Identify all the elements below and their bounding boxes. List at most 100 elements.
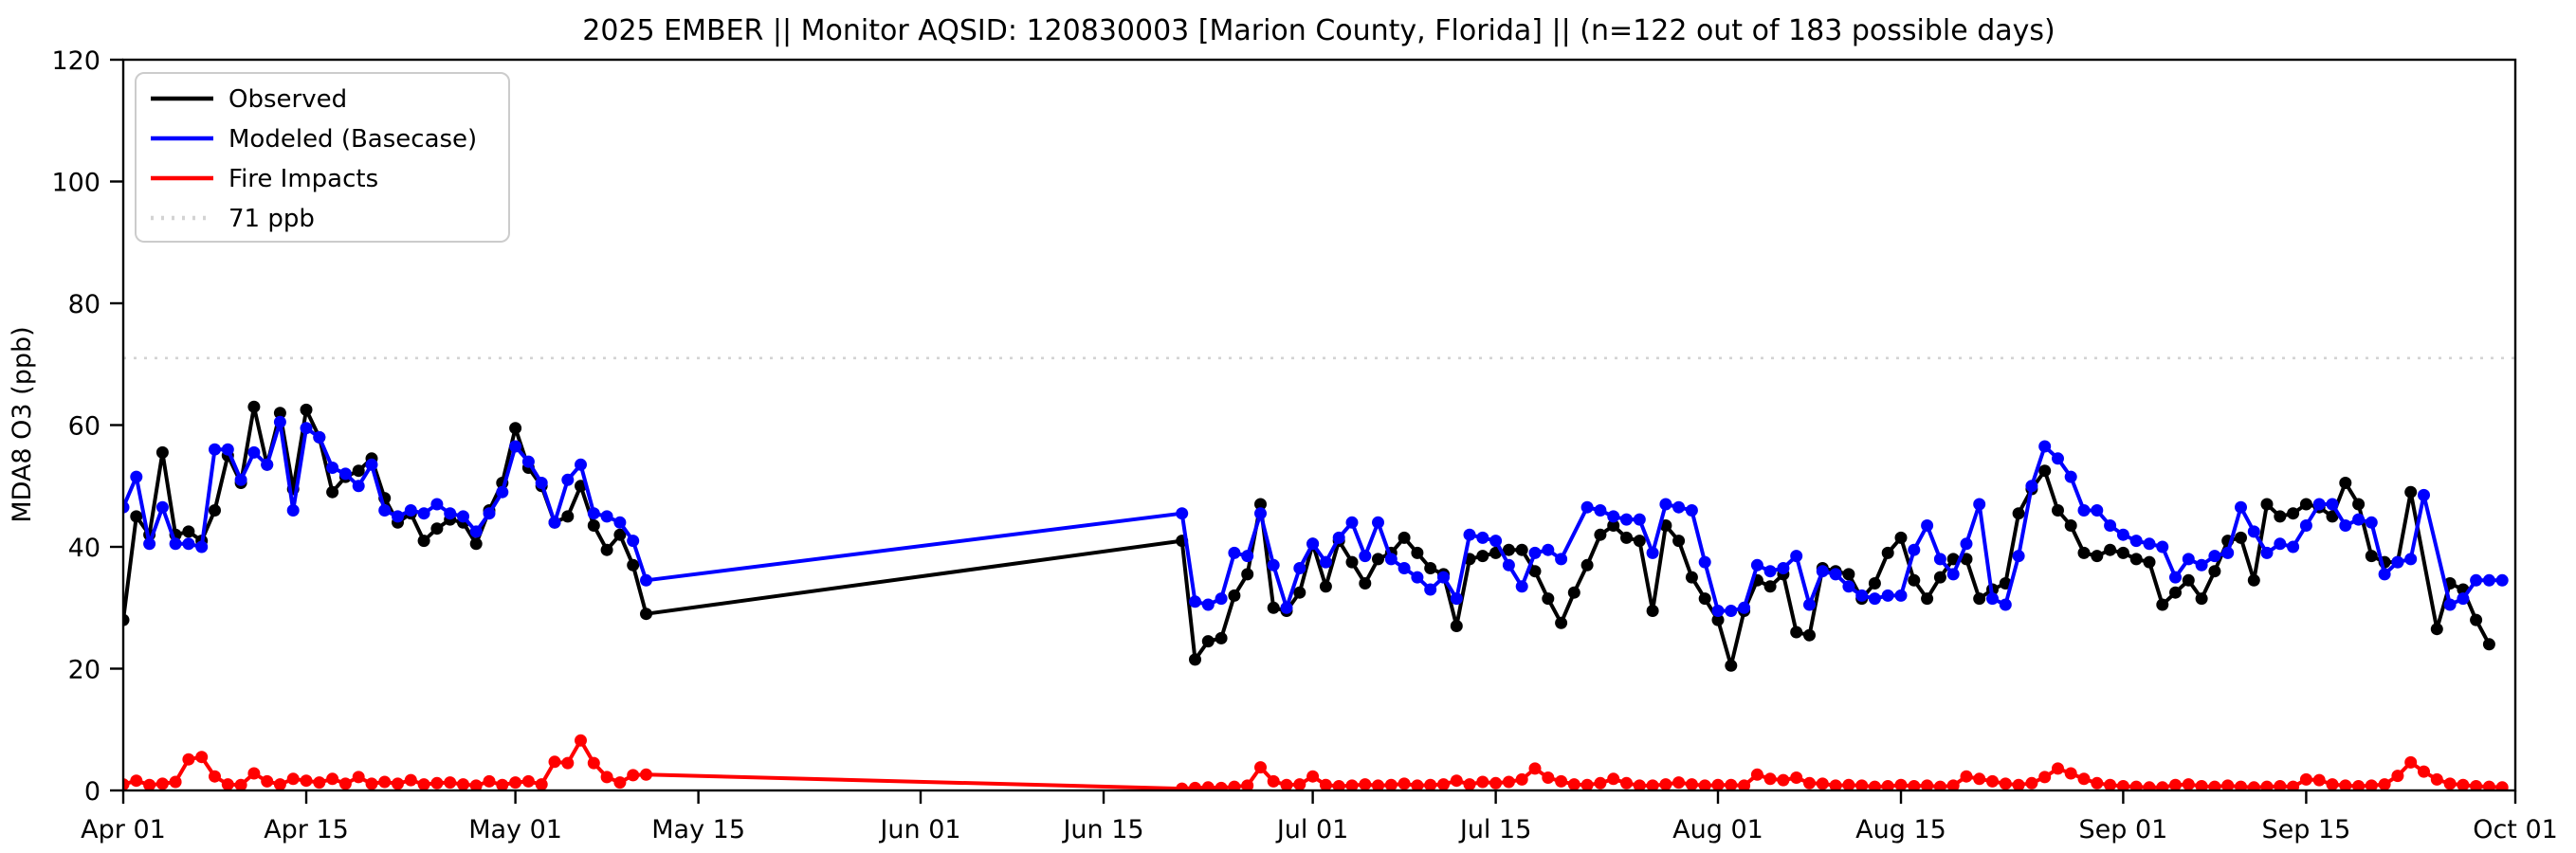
data-point-marker (1189, 653, 1201, 666)
data-point-marker (2091, 550, 2104, 563)
data-point-marker (1372, 779, 1384, 790)
data-point-marker (1594, 504, 1607, 517)
data-point-marker (2116, 546, 2129, 559)
data-point-marker (155, 500, 169, 514)
legend-box: Observed Modeled (Basecase) Fire Impacts 71… (135, 72, 510, 243)
data-point-marker (1424, 583, 1437, 596)
data-point-marker (1633, 535, 1646, 548)
data-point-marker (521, 774, 535, 788)
data-point-marker (1398, 777, 1411, 790)
data-point-marker (1398, 531, 1411, 544)
legend-item-label: 71 ppb (228, 205, 315, 233)
data-point-marker (1306, 770, 1320, 783)
data-point-marker (123, 778, 130, 790)
data-point-marker (1842, 778, 1855, 790)
data-point-marker (2012, 550, 2025, 563)
data-point-marker (1973, 592, 1986, 606)
data-point-marker (1411, 779, 1424, 790)
data-point-marker (1502, 543, 1515, 556)
data-point-marker (1672, 776, 1686, 789)
data-point-marker (273, 407, 286, 420)
data-point-marker (1777, 773, 1790, 787)
data-point-marker (1711, 605, 1725, 617)
data-point-marker (2038, 440, 2052, 453)
data-point-marker (2012, 778, 2025, 790)
data-point-marker (195, 751, 209, 764)
data-point-marker (2143, 555, 2156, 569)
data-point-marker (1555, 553, 1568, 566)
y-axis: 0 20 40 60 80 100 120 (51, 46, 123, 807)
data-point-marker (2195, 558, 2208, 572)
data-point-marker (1698, 592, 1711, 606)
data-point-marker (640, 768, 652, 781)
data-point-marker (575, 734, 587, 747)
data-point-marker (155, 445, 169, 459)
data-point-marker (1228, 780, 1241, 790)
data-point-marker (444, 507, 457, 520)
data-point-marker (1267, 601, 1280, 614)
y-tick-label: 100 (51, 169, 100, 198)
data-point-marker (1189, 781, 1201, 790)
data-point-marker (1201, 635, 1215, 648)
data-point-marker (1763, 580, 1777, 593)
x-tick-label: Aug 01 (1672, 815, 1763, 844)
data-point-marker (2495, 781, 2509, 790)
data-point-marker (1555, 774, 1568, 788)
data-point-marker (1463, 778, 1476, 790)
data-point-marker (2052, 762, 2064, 775)
data-point-marker (2274, 780, 2287, 790)
data-point-marker (1411, 571, 1424, 584)
data-point-marker (600, 510, 613, 523)
data-point-marker (1345, 516, 1359, 529)
data-point-marker (1254, 507, 1267, 520)
data-point-marker (1842, 580, 1855, 593)
data-point-marker (1528, 565, 1542, 578)
data-point-marker (2299, 519, 2312, 532)
data-point-marker (1398, 562, 1411, 574)
data-point-marker (2247, 781, 2260, 790)
series-line (123, 420, 2505, 613)
data-point-marker (2129, 553, 2143, 566)
data-point-marker (1189, 595, 1201, 608)
data-point-marker (2404, 755, 2418, 769)
data-point-marker (2143, 537, 2156, 551)
data-point-marker (182, 753, 195, 766)
data-point-marker (1620, 531, 1633, 544)
data-point-marker (300, 403, 313, 416)
data-point-marker (2418, 765, 2430, 778)
data-point-marker (234, 778, 247, 790)
data-point-marker (1332, 780, 1345, 790)
data-point-marker (143, 537, 156, 551)
data-point-marker (1868, 577, 1881, 590)
data-point-marker (286, 504, 300, 517)
data-point-marker (1424, 778, 1437, 790)
data-point-marker (1921, 592, 1934, 606)
y-axis-label: MDA8 O3 (ppb) (8, 326, 37, 522)
data-point-marker (1450, 592, 1463, 606)
data-point-marker (1725, 778, 1738, 790)
data-point-marker (1986, 774, 1999, 788)
data-point-marker (169, 537, 182, 551)
data-point-marker (1476, 531, 1489, 544)
data-point-marker (300, 422, 313, 435)
data-point-marker (2235, 531, 2247, 544)
data-point-marker (430, 522, 444, 535)
data-point-marker (1973, 772, 1986, 786)
data-point-marker (2260, 498, 2274, 511)
data-point-marker (2235, 780, 2247, 790)
data-point-marker (1372, 553, 1384, 566)
data-point-marker (1542, 771, 1555, 784)
data-point-marker (1698, 555, 1711, 569)
data-point-marker (2221, 546, 2235, 559)
data-point-marker (587, 507, 600, 520)
data-point-marker (1345, 555, 1359, 569)
data-point-marker (1881, 546, 1894, 559)
data-point-marker (1659, 778, 1672, 790)
data-point-marker (2247, 525, 2260, 538)
data-point-marker (2052, 504, 2064, 517)
data-point-marker (1594, 776, 1607, 789)
data-point-marker (234, 473, 247, 486)
data-point-marker (600, 771, 613, 784)
data-point-marker (1881, 780, 1894, 790)
